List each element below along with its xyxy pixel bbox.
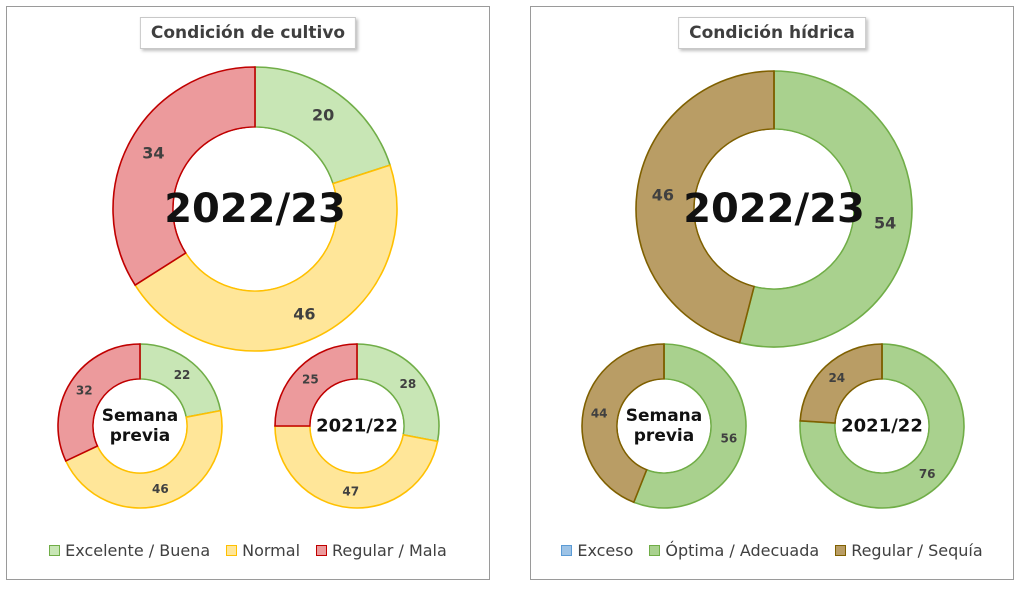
center-label: 2021/22 — [841, 416, 923, 437]
slice-regular-mala — [274, 343, 358, 427]
legend-item-regular-mala: Regular / Mala — [316, 541, 447, 560]
donut-hole — [617, 379, 711, 473]
slice-optima-adecuada — [738, 70, 913, 348]
center-label: 2022/23 — [683, 186, 865, 232]
data-label-optima-adecuada: 56 — [720, 431, 737, 445]
crop-condition-panel: 20 46 34 2022/23 22 46 32 Semana previa 28 47 25 202… — [6, 6, 490, 580]
legend-swatch-regular-mala — [316, 545, 328, 556]
data-label-regular-mala: 25 — [302, 372, 319, 386]
slice-regular-mala — [57, 343, 141, 462]
data-label-regular-sequia: 46 — [652, 185, 674, 204]
center-label: 2022/23 — [164, 186, 346, 232]
slice-normal — [133, 164, 398, 352]
data-label-excelente-buena: 20 — [312, 106, 334, 125]
center-label: 2021/22 — [316, 416, 398, 437]
data-label-normal: 46 — [293, 304, 315, 323]
data-label-regular-sequia: 24 — [828, 371, 845, 385]
water-condition-title: Condición hídrica — [678, 17, 866, 49]
donut-hole — [173, 127, 337, 291]
legend-swatch-excelente-buena — [49, 545, 61, 556]
legend-item-optima-adecuada: Óptima / Adecuada — [649, 541, 819, 560]
legend-swatch-regular-sequia — [835, 545, 847, 556]
slice-excelente-buena — [356, 343, 440, 443]
data-label-normal: 46 — [152, 482, 169, 496]
crop-condition-legend: Excelente / Buena Normal Regular / Mala — [7, 541, 489, 560]
center-label: previa — [634, 426, 694, 446]
data-label-normal: 47 — [342, 485, 359, 499]
slice-regular-sequia — [635, 70, 775, 344]
data-label-regular-mala: 34 — [142, 144, 164, 163]
water-condition-legend: Exceso Óptima / Adecuada Regular / Sequí… — [531, 541, 1013, 560]
donut-2022-23: 20 46 34 2022/23 — [112, 66, 398, 352]
legend-label-optima-adecuada: Óptima / Adecuada — [665, 541, 820, 560]
crop-condition-title: Condición de cultivo — [139, 17, 357, 49]
water-condition-panel: -54462022/23-5644Semanaprevia076242021/2… — [530, 6, 1014, 580]
legend-swatch-normal — [226, 545, 238, 556]
legend-item-excelente-buena: Excelente / Buena — [49, 541, 210, 560]
data-label-excelente-buena: 22 — [174, 368, 191, 382]
data-label-optima-adecuada: 76 — [919, 467, 936, 481]
slice-regular-sequia — [581, 343, 665, 504]
donut-hole — [694, 129, 854, 289]
slice-normal — [64, 409, 223, 509]
donut-hole — [310, 379, 404, 473]
center-label: Semana — [626, 406, 703, 426]
center-label: Semana — [102, 406, 179, 426]
legend-item-normal: Normal — [226, 541, 300, 560]
slice-regular-mala — [112, 66, 256, 287]
donut-hole — [835, 379, 929, 473]
legend-swatch-exceso — [561, 545, 573, 556]
donut-2021-22: 076242021/22 — [799, 343, 965, 509]
center-label: previa — [110, 426, 170, 446]
data-label-regular-mala: 32 — [76, 384, 93, 398]
data-label-regular-sequia: 44 — [591, 407, 608, 421]
legend-label-regular-mala: Regular / Mala — [332, 541, 447, 560]
legend-swatch-optima-adecuada — [649, 545, 661, 556]
legend-label-regular-sequia: Regular / Sequía — [851, 541, 983, 560]
data-label-optima-adecuada: 54 — [874, 214, 896, 233]
donut-hole — [93, 379, 187, 473]
legend-label-exceso: Exceso — [577, 541, 634, 560]
slice-optima-adecuada — [632, 343, 747, 509]
legend-label-normal: Normal — [242, 541, 301, 560]
data-label-excelente-buena: 28 — [400, 377, 417, 391]
legend-item-regular-sequia: Regular / Sequía — [835, 541, 983, 560]
donut-2021-22: 28 47 25 2021/22 — [274, 343, 440, 509]
slice-optima-adecuada — [799, 343, 965, 509]
legend-item-exceso: Exceso — [561, 541, 633, 560]
water-condition-donuts: -54462022/23-5644Semanaprevia076242021/2… — [581, 70, 965, 509]
slice-normal — [274, 425, 439, 509]
legend-label-excelente-buena: Excelente / Buena — [65, 541, 211, 560]
